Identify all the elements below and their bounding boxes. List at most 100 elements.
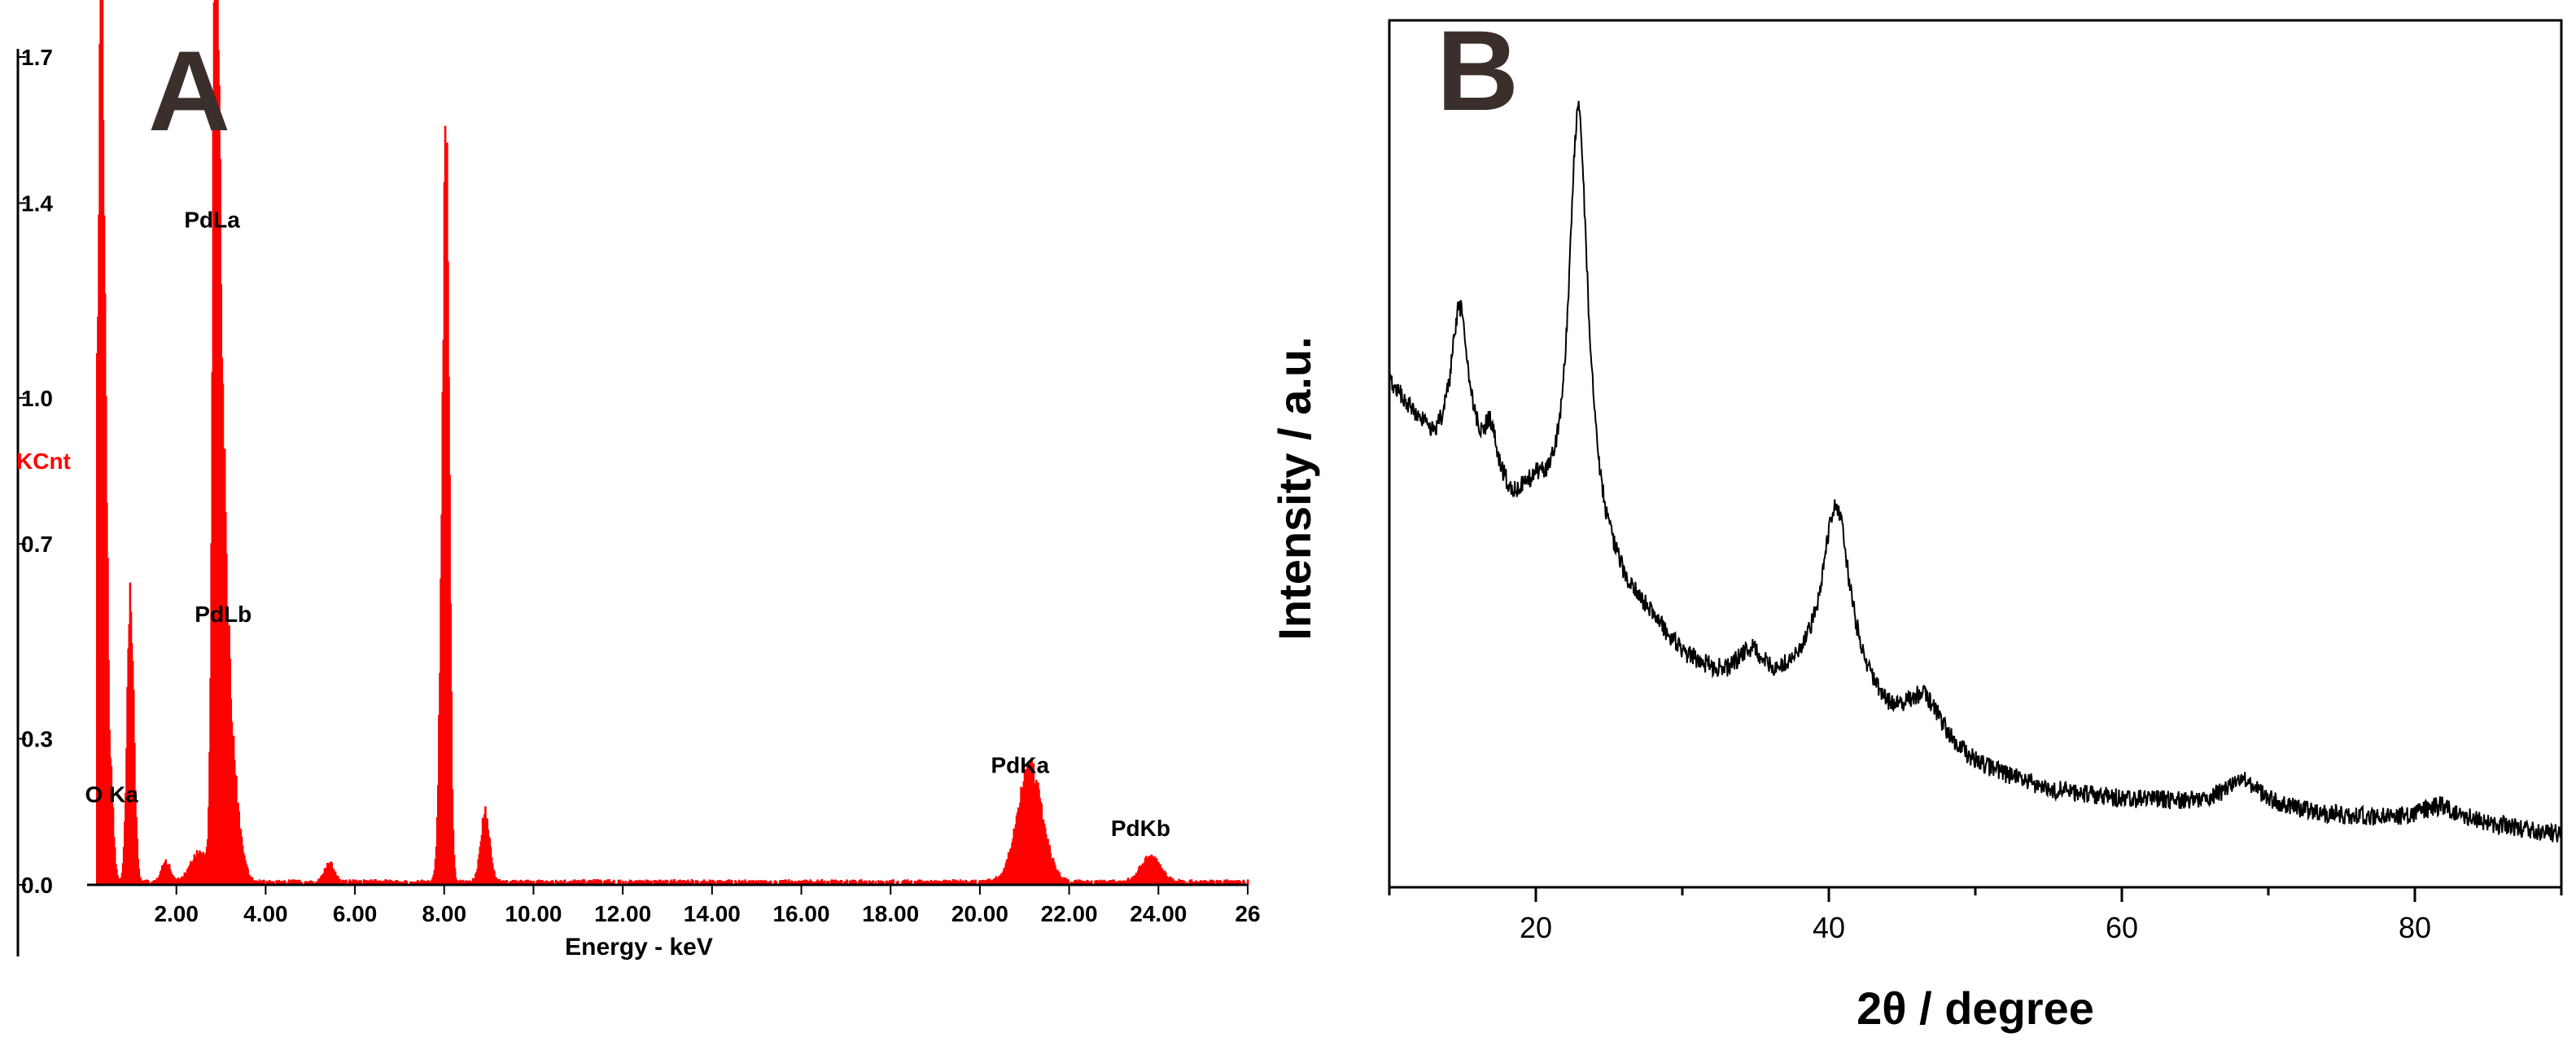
spectrum-bar <box>915 881 918 885</box>
spectrum-bar <box>583 879 586 885</box>
spectrum-bar <box>646 879 649 885</box>
spectrum-bar <box>840 880 843 885</box>
spectrum-bar <box>391 881 393 885</box>
spectrum-bar <box>466 881 468 885</box>
spectrum-bar <box>520 879 523 885</box>
panel-a-y-axis-label: KCnt <box>16 449 71 474</box>
spectrum-bar <box>1090 880 1093 885</box>
spectrum-bar <box>263 879 265 885</box>
y-tick-label: 0.3 <box>21 727 53 752</box>
spectrum-bar <box>1071 882 1074 885</box>
spectrum-bar <box>139 878 142 885</box>
spectrum-bar <box>913 881 916 885</box>
spectrum-bar <box>882 881 885 885</box>
spectrum-bar <box>974 879 977 885</box>
spectrum-bar <box>1088 882 1091 885</box>
spectrum-bar <box>788 879 790 885</box>
spectrum-bar <box>402 882 405 885</box>
spectrum-bar <box>744 879 746 885</box>
spectrum-bar <box>586 881 588 885</box>
spectrum-bar <box>505 880 509 885</box>
spectrum-bar <box>300 882 303 885</box>
spectrum-bar <box>865 881 868 885</box>
spectrum-bar <box>792 881 795 885</box>
spectrum-bar <box>256 881 259 885</box>
spectrum-bar <box>1246 879 1249 885</box>
spectrum-bar <box>1213 881 1215 885</box>
panel-a-y-ticks: 0.0 0.3 0.7 1.0 1.4 1.7 <box>18 45 53 898</box>
spectrum-bar <box>782 880 785 885</box>
x-tick-label: 24.00 <box>1130 901 1187 926</box>
panel-b-y-axis-label: Intensity / a.u. <box>1269 336 1320 640</box>
spectrum-bar <box>370 879 373 885</box>
spectrum-bar <box>1097 880 1100 885</box>
spectrum-bar <box>735 882 737 885</box>
spectrum-bar <box>948 880 951 885</box>
spectrum-bar <box>697 880 699 885</box>
peak-annotation: O Ka <box>85 781 138 807</box>
x-tick-label: 20 <box>1520 911 1552 944</box>
spectrum-bar <box>412 882 414 885</box>
spectrum-bar <box>561 882 564 885</box>
x-tick-label: 2.00 <box>154 901 199 926</box>
panel-a-eds-spectrum: 0.0 0.3 0.7 1.0 1.4 1.7 2.00 4.00 6.00 8.00 10.00… <box>16 0 1261 961</box>
spectrum-bar <box>400 882 403 885</box>
spectrum-bar <box>967 882 970 885</box>
spectrum-bar <box>896 880 899 885</box>
y-tick-label: 0.0 <box>21 873 53 898</box>
spectrum-bar <box>378 880 382 885</box>
panel-b-xrd-pattern: 20 40 60 80 2θ / degree Intensity / a.u. B <box>1269 7 2563 1034</box>
spectrum-bar <box>738 881 741 885</box>
spectrum-bar <box>552 882 555 885</box>
spectrum-bar <box>965 880 968 885</box>
x-tick-label: 14.00 <box>684 901 741 926</box>
x-tick-label: 12.00 <box>594 901 651 926</box>
x-tick-label: 4.00 <box>243 901 288 926</box>
spectrum-bar <box>650 880 653 885</box>
spectrum-bar <box>811 881 814 885</box>
x-tick-label: 20.00 <box>951 901 1008 926</box>
spectrum-bar <box>310 880 313 885</box>
spectrum-bar <box>692 880 695 885</box>
panel-b-x-ticks: 20 40 60 80 <box>1388 887 2563 944</box>
spectrum-bar <box>450 691 453 885</box>
peak-annotation: PdKb <box>1111 816 1170 841</box>
spectrum-bar <box>832 880 835 885</box>
spectrum-bar <box>345 879 348 885</box>
spectrum-bar <box>632 882 634 885</box>
peak-annotation: PdLa <box>184 207 240 232</box>
spectrum-bar <box>849 880 852 885</box>
x-tick-label: 18.00 <box>862 901 919 926</box>
spectrum-bar <box>844 881 846 885</box>
spectrum-bar <box>1243 881 1246 885</box>
spectrum-bar <box>150 882 153 885</box>
spectrum-bar <box>548 881 550 885</box>
spectrum-bar <box>622 881 624 885</box>
spectrum-bar <box>362 879 365 885</box>
panel-a-x-axis-label: Energy - keV <box>565 934 713 961</box>
spectrum-bar <box>770 881 772 885</box>
spectrum-bar <box>719 880 723 885</box>
spectrum-bar <box>664 879 667 885</box>
spectrum-bar <box>702 879 706 885</box>
spectrum-bar <box>1114 881 1117 885</box>
spectrum-bar <box>459 879 461 885</box>
spectrum-bar <box>453 868 457 885</box>
spectrum-bar <box>1240 882 1242 885</box>
spectrum-bar <box>730 879 733 885</box>
spectrum-bar <box>1103 879 1105 885</box>
spectrum-bar <box>1104 881 1108 885</box>
spectrum-bar <box>846 879 848 885</box>
spectrum-bar <box>688 881 690 885</box>
spectrum-bar <box>821 882 824 885</box>
spectrum-bar <box>613 879 615 885</box>
spectrum-bar <box>405 881 409 885</box>
peak-annotation: PdLb <box>195 602 251 627</box>
spectrum-bar <box>962 880 964 885</box>
spectrum-bar <box>683 880 686 885</box>
spectrum-bar <box>414 882 418 885</box>
spectrum-bar <box>1183 881 1186 885</box>
x-tick-label: 10.00 <box>505 901 562 926</box>
spectrum-bar <box>706 881 708 885</box>
spectrum-bar <box>554 879 558 885</box>
